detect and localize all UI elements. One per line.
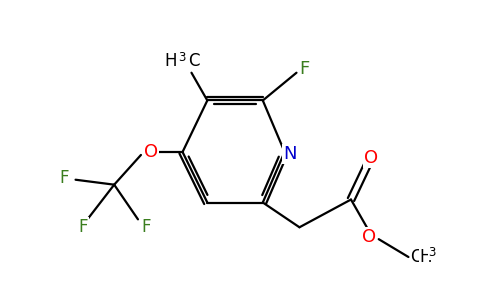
Text: F: F [299, 60, 310, 78]
Text: C: C [410, 248, 422, 266]
Text: H: H [164, 52, 177, 70]
Text: F: F [79, 218, 88, 236]
Text: 3: 3 [179, 51, 186, 64]
Text: F: F [59, 169, 68, 187]
Text: N: N [283, 145, 296, 163]
Text: 3: 3 [428, 246, 436, 259]
Text: C: C [188, 52, 200, 70]
Text: F: F [141, 218, 151, 236]
Text: H: H [419, 248, 432, 266]
Text: O: O [364, 149, 378, 167]
Text: O: O [362, 228, 376, 246]
Text: O: O [144, 143, 158, 161]
